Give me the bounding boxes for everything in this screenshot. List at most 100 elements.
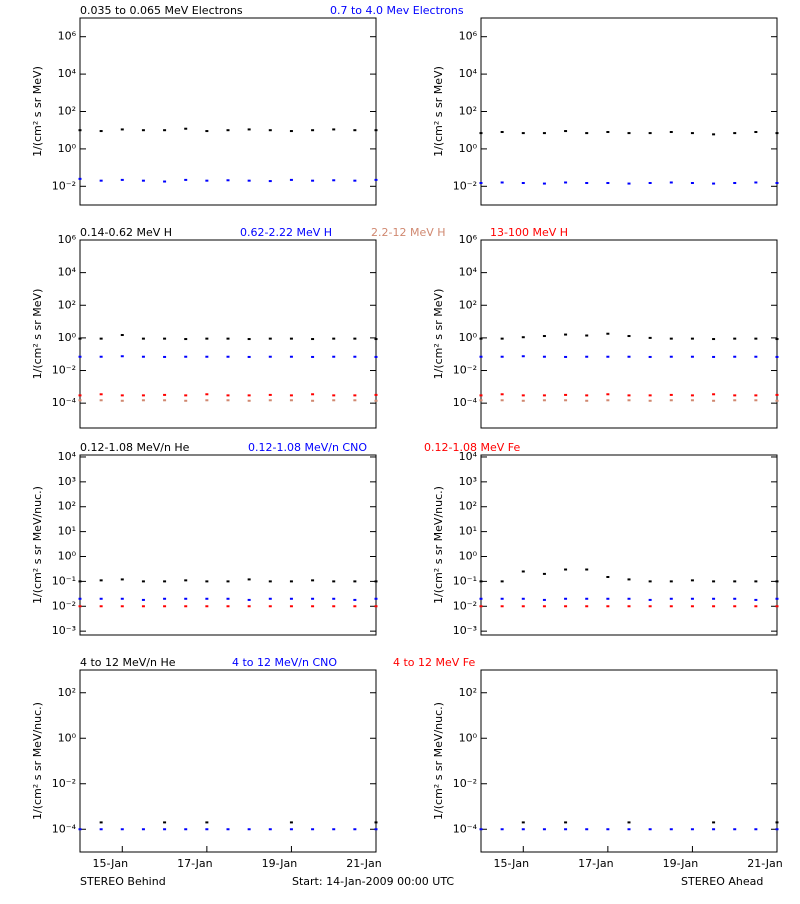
data-point: [712, 828, 716, 831]
data-point: [163, 821, 167, 824]
data-point: [289, 821, 293, 824]
data-point: [99, 579, 103, 582]
data-point: [311, 605, 315, 608]
y-axis-label: 1/(cm² s sr MeV): [31, 66, 44, 157]
data-point: [775, 393, 779, 396]
data-point: [564, 130, 568, 133]
data-point: [353, 394, 357, 397]
legend-entry: 4 to 12 MeV/n He: [80, 656, 176, 669]
plot-frame: [480, 669, 778, 853]
data-point: [205, 399, 209, 402]
data-point: [479, 597, 483, 600]
data-point: [627, 605, 631, 608]
y-tick-label: 10⁻⁴: [453, 822, 478, 835]
data-point: [500, 580, 504, 583]
data-point: [247, 598, 251, 601]
data-point: [733, 580, 737, 583]
data-point: [733, 597, 737, 600]
data-point: [268, 580, 272, 583]
y-tick-label: 10⁰: [58, 331, 77, 344]
data-point: [247, 128, 251, 131]
data-point: [374, 338, 378, 341]
data-point: [353, 337, 357, 340]
data-point: [500, 181, 504, 184]
legend-entry: 0.7 to 4.0 Mev Electrons: [330, 4, 464, 17]
data-point: [669, 597, 673, 600]
data-point: [184, 178, 188, 181]
x-tick-label: 19-Jan: [262, 857, 298, 870]
data-point: [268, 393, 272, 396]
data-point: [268, 605, 272, 608]
data-point: [542, 399, 546, 402]
data-point: [775, 355, 779, 358]
data-point: [268, 828, 272, 831]
data-point: [500, 337, 504, 340]
data-point: [289, 597, 293, 600]
data-point: [163, 580, 167, 583]
data-point: [521, 828, 525, 831]
data-point: [141, 580, 145, 583]
data-point: [521, 597, 525, 600]
data-point: [606, 332, 610, 335]
data-point: [311, 338, 315, 341]
data-point: [775, 132, 779, 135]
data-point: [733, 337, 737, 340]
data-point: [542, 572, 546, 575]
y-tick-label: 10⁻²: [52, 364, 76, 377]
y-tick-label: 10⁻²: [52, 777, 76, 790]
data-point: [648, 355, 652, 358]
y-tick-label: 10⁴: [459, 450, 478, 463]
data-point: [754, 605, 758, 608]
data-point: [585, 355, 589, 358]
legend-entry: 13-100 MeV H: [490, 226, 568, 239]
y-axis-label: 1/(cm² s sr MeV/nuc.): [31, 702, 44, 820]
data-point: [500, 605, 504, 608]
data-point: [775, 821, 779, 824]
data-point: [184, 399, 188, 402]
data-point: [141, 598, 145, 601]
data-point: [99, 179, 103, 182]
data-point: [500, 131, 504, 134]
data-point: [564, 355, 568, 358]
data-point: [500, 828, 504, 831]
data-point: [374, 821, 378, 824]
data-point: [374, 393, 378, 396]
data-point: [374, 399, 378, 402]
data-point: [205, 821, 209, 824]
data-point: [163, 828, 167, 831]
data-point: [564, 333, 568, 336]
data-point: [500, 355, 504, 358]
data-point: [733, 132, 737, 135]
data-point: [521, 336, 525, 339]
data-point: [542, 605, 546, 608]
data-point: [627, 828, 631, 831]
data-point: [606, 597, 610, 600]
data-point: [521, 132, 525, 135]
data-point: [311, 579, 315, 582]
data-point: [120, 334, 124, 337]
data-point: [542, 828, 546, 831]
data-point: [733, 394, 737, 397]
y-axis-label: 1/(cm² s sr MeV): [31, 289, 44, 380]
y-tick-label: 10⁻²: [453, 599, 477, 612]
y-tick-label: 10⁴: [58, 67, 77, 80]
data-point: [163, 597, 167, 600]
data-point: [141, 399, 145, 402]
plot-frame: [480, 239, 778, 429]
data-point: [289, 605, 293, 608]
data-point: [627, 182, 631, 185]
data-point: [754, 355, 758, 358]
data-point: [521, 605, 525, 608]
data-point: [754, 394, 758, 397]
y-tick-label: 10⁻²: [453, 777, 477, 790]
data-point: [712, 355, 716, 358]
data-point: [542, 132, 546, 135]
data-point: [564, 597, 568, 600]
data-point: [99, 605, 103, 608]
data-point: [606, 393, 610, 396]
data-point: [627, 394, 631, 397]
legend-entry: 0.12-1.08 MeV Fe: [424, 441, 520, 454]
data-point: [712, 821, 716, 824]
data-point: [564, 568, 568, 571]
